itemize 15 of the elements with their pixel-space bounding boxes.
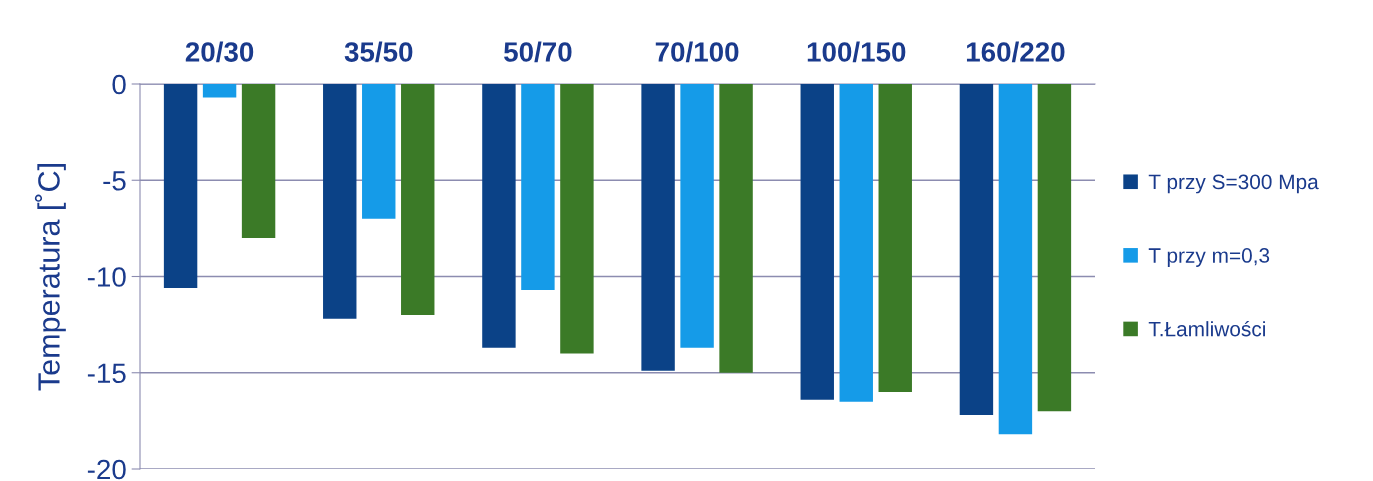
y-tick-label: -15 bbox=[87, 363, 126, 384]
y-tick-label: 0 bbox=[112, 74, 126, 95]
legend-label: T przy m=0,3 bbox=[1148, 248, 1270, 267]
legend-label: T.Łamliwości bbox=[1148, 320, 1265, 337]
legend-label: T przy S=300 Mpa bbox=[1148, 174, 1319, 194]
y-tick-label: -20 bbox=[87, 459, 126, 480]
y-tick-label: -10 bbox=[87, 267, 126, 287]
x-tick-label: 35/50 bbox=[344, 41, 413, 63]
x-tick-label: 70/100 bbox=[655, 41, 739, 63]
x-tick-label: 100/150 bbox=[807, 41, 906, 63]
y-tick-label: -5 bbox=[103, 171, 126, 191]
x-tick-label: 160/220 bbox=[966, 41, 1065, 63]
x-tick-label: 20/30 bbox=[185, 41, 254, 63]
x-tick-label: 50/70 bbox=[504, 41, 572, 63]
y-axis-title: Temperatura [˚C] bbox=[34, 164, 66, 391]
